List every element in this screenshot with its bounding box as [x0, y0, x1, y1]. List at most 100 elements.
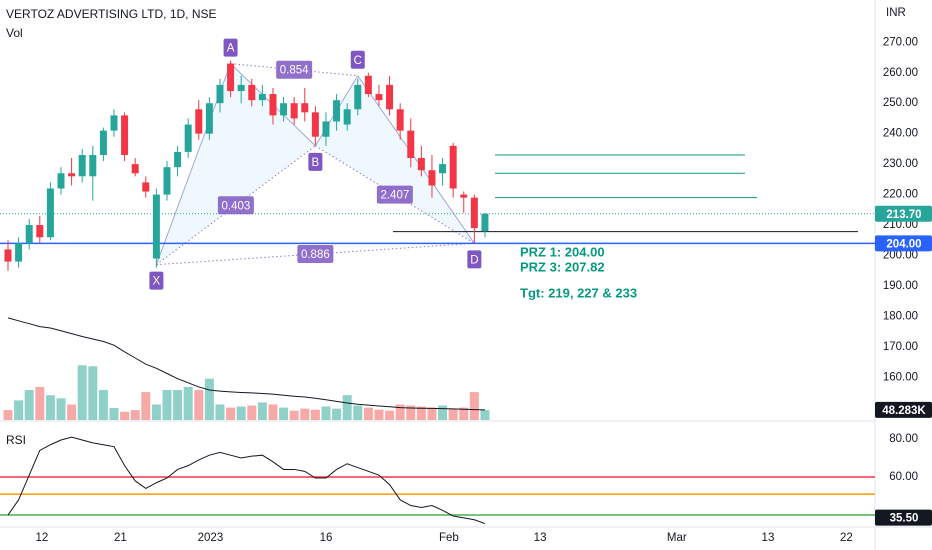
volume-bar — [204, 378, 214, 420]
candle-body — [439, 164, 447, 174]
x-tick-label: 2023 — [198, 532, 224, 544]
candle-body — [290, 103, 298, 119]
candle-body — [78, 154, 86, 177]
candle-body — [184, 124, 192, 152]
volume-bar — [3, 410, 13, 420]
candle-body — [205, 103, 213, 134]
y-tick-label: 180.00 — [883, 310, 918, 322]
x-tick-label: 22 — [840, 532, 853, 544]
ratio-label: 0.886 — [301, 249, 330, 261]
pattern-point-box — [350, 50, 365, 69]
candle-body — [343, 109, 351, 125]
volume-bar — [353, 405, 363, 420]
candle-body — [237, 84, 245, 92]
x-tick-label: Feb — [439, 532, 459, 544]
ratio-label: 0.403 — [221, 200, 250, 212]
volume-bar — [480, 410, 490, 420]
volume-bar — [215, 404, 225, 420]
candle-body — [152, 194, 160, 259]
candle-body — [36, 225, 44, 238]
pattern-point-label: D — [470, 254, 478, 266]
x-tick-label: 16 — [320, 532, 333, 544]
candle-body — [301, 103, 309, 113]
pattern-point-label: A — [227, 43, 235, 55]
candle-body — [470, 197, 478, 229]
candle-body — [89, 154, 97, 177]
volume-bar — [257, 402, 267, 420]
x-tick-label: 21 — [114, 532, 127, 544]
candle-body — [375, 94, 383, 101]
volume-bar — [151, 404, 161, 420]
volume-bar — [268, 404, 278, 420]
ratio-box — [276, 60, 313, 79]
candle-body — [386, 84, 394, 110]
volume-bar — [109, 408, 119, 420]
candle-body — [163, 167, 171, 195]
volume-tag: 48.283K — [882, 405, 926, 417]
support-tag-bg — [875, 235, 932, 252]
candle-body — [269, 94, 277, 116]
ratio-box — [376, 185, 413, 204]
volume-bar — [395, 404, 405, 420]
candle-body — [68, 173, 76, 177]
candle-body — [460, 194, 468, 198]
volume-bar — [88, 366, 98, 420]
volume-bar — [459, 407, 469, 420]
candle-body — [174, 151, 182, 168]
volume-bar — [173, 390, 183, 420]
volume-bar — [332, 408, 342, 420]
x-tick-label: 13 — [534, 532, 547, 544]
candle-body — [407, 130, 415, 159]
candle-body — [354, 84, 362, 110]
candle-body — [396, 109, 404, 131]
volume-bar — [56, 398, 66, 420]
volume-bar — [236, 406, 246, 420]
candle-body — [15, 243, 23, 262]
pattern-point-box — [308, 152, 323, 171]
candle-body — [110, 115, 118, 131]
volume-bar — [385, 410, 395, 420]
x-tick-label: 12 — [36, 532, 49, 544]
ratio-label: 2.407 — [380, 190, 409, 202]
candle-body — [333, 100, 341, 122]
candle-body — [195, 109, 203, 134]
pattern-point-label: X — [153, 276, 161, 288]
pattern-ratio-line — [156, 145, 316, 266]
volume-bar — [45, 395, 55, 420]
candle-body — [322, 121, 330, 137]
volume-title: Vol — [6, 26, 23, 40]
volume-bar — [24, 390, 34, 420]
candle-body — [216, 84, 224, 104]
volume-bar — [183, 386, 193, 420]
volume-bar — [363, 407, 373, 420]
currency: INR — [886, 7, 906, 19]
volume-bar — [67, 404, 77, 420]
pattern-point-label: C — [354, 55, 362, 67]
volume-tag-bg — [875, 401, 932, 418]
volume-bar — [438, 405, 448, 420]
volume-bar — [279, 407, 289, 420]
ratio-label: 0.854 — [280, 65, 309, 77]
y-tick-label: 200.00 — [883, 250, 918, 262]
pattern-point-box — [223, 38, 238, 57]
x-tick-label: Mar — [667, 532, 687, 544]
pattern-ratio-line — [230, 63, 358, 77]
volume-bar — [289, 410, 299, 420]
volume-bar — [162, 390, 172, 420]
support-tag: 204.00 — [886, 238, 921, 250]
rsi-title: RSI — [6, 433, 26, 447]
volume-bar — [448, 408, 458, 420]
pattern-point-box — [149, 271, 164, 290]
ratio-box — [297, 244, 334, 263]
y-tick-label: 270.00 — [883, 36, 918, 48]
volume-bar — [77, 365, 87, 420]
candle-body — [227, 63, 235, 92]
volume-bar — [35, 386, 45, 420]
candle-body — [46, 188, 54, 238]
rsi-tick-label: 60.00 — [889, 471, 918, 483]
last-price-tag-bg — [875, 205, 932, 222]
pattern-fill — [315, 75, 475, 244]
candle-body — [311, 112, 319, 137]
candle-body — [4, 249, 12, 262]
